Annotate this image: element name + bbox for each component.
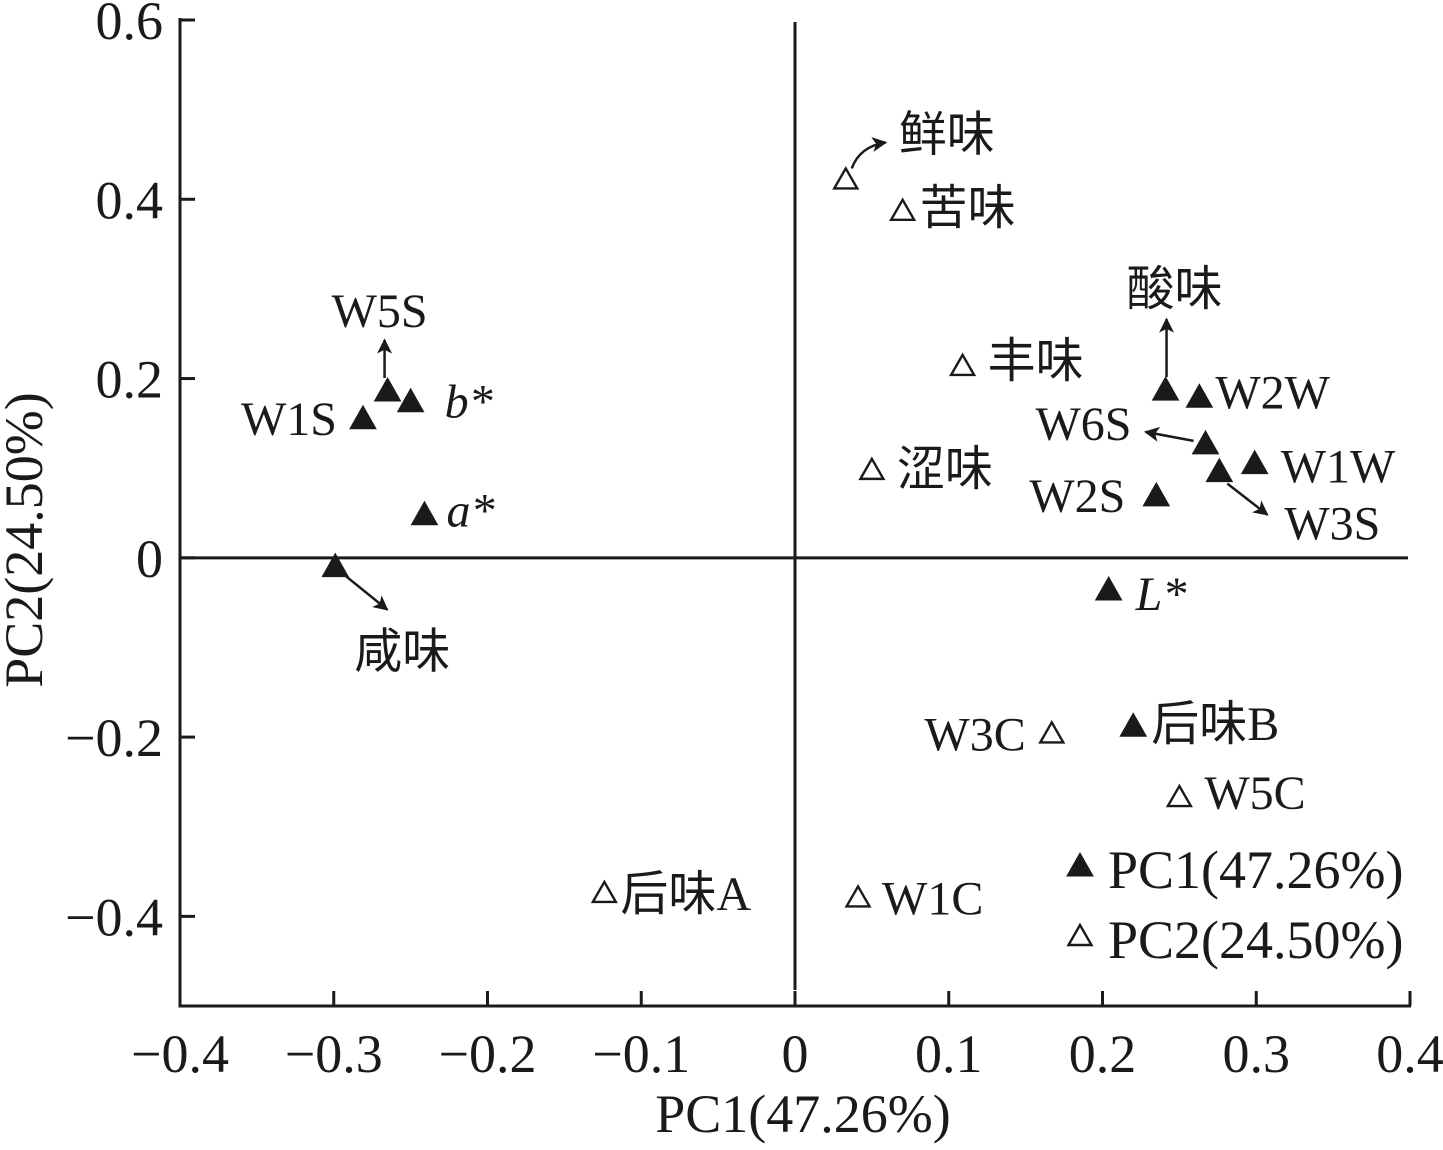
x-tick-label: −0.3 — [285, 1024, 383, 1084]
point-label: 涩味 — [897, 443, 993, 496]
point-label: 酸味 — [1127, 263, 1223, 316]
point-label: W3S — [1284, 498, 1380, 551]
scatter-point-filled — [396, 387, 425, 413]
scatter-point-open — [832, 166, 860, 190]
axis-tick-labels: −0.4 −0.3 −0.2 −0.1 0 0.1 0.2 0.3 0.4 0.6 0.4 0.2 0 −… — [65, 0, 1443, 1084]
legend-symbol — [1066, 922, 1094, 947]
scatter-point-filled — [321, 552, 350, 578]
legend-label: PC1(47.26%) — [1108, 840, 1404, 900]
y-tick-label: 0 — [136, 529, 163, 589]
x-tick-label: −0.2 — [439, 1024, 537, 1084]
scatter-point-open — [949, 352, 977, 377]
x-axis-label: PC1(47.26%) — [655, 1084, 951, 1144]
point-label: W1C — [882, 872, 983, 925]
point-label: 丰味 — [988, 335, 1084, 388]
y-tick-label: −0.4 — [65, 887, 163, 947]
leader-arrow — [1144, 426, 1194, 443]
scatter-point-open — [844, 884, 872, 908]
point-label: 苦味 — [920, 182, 1016, 235]
point-label: W2S — [1029, 470, 1125, 523]
scatter-point-filled — [1151, 376, 1180, 401]
scatter-point-filled — [349, 404, 377, 430]
scatter-point-filled — [1119, 712, 1148, 737]
zero-reference-lines — [180, 22, 1408, 990]
point-label: W6S — [1036, 398, 1132, 451]
point-label: b* — [445, 376, 493, 429]
leader-arrow — [344, 574, 389, 611]
scatter-point-filled — [1240, 449, 1269, 475]
scatter-point-open — [1038, 719, 1066, 744]
point-label: 鲜味 — [899, 108, 995, 161]
point-label: W1S — [241, 393, 337, 446]
y-tick-label: −0.2 — [65, 708, 163, 768]
scatter-point-filled — [1094, 575, 1123, 601]
x-tick-label: 0 — [782, 1024, 809, 1084]
point-label: W3C — [924, 708, 1025, 761]
scatter-point-filled — [1205, 457, 1234, 483]
label-leader-arrows — [344, 137, 1269, 611]
scatter-point-filled — [1142, 481, 1171, 507]
y-axis-label: PC2(24.50%) — [0, 392, 54, 688]
legend: PC1(47.26%) PC2(24.50%) — [1066, 840, 1404, 970]
point-label: 后味A — [620, 868, 751, 921]
legend-symbol — [1066, 851, 1094, 877]
x-tick-label: −0.1 — [592, 1024, 690, 1084]
scatter-point-filled — [1185, 383, 1214, 408]
y-tick-label: 0.6 — [96, 0, 164, 51]
x-tick-label: −0.4 — [131, 1024, 229, 1084]
y-tick-label: 0.4 — [96, 170, 164, 230]
point-label: L* — [1135, 568, 1187, 621]
scatter-point-filled — [410, 500, 439, 526]
x-tick-label: 0.3 — [1223, 1024, 1291, 1084]
point-label: a* — [446, 485, 494, 538]
scatter-point-open — [889, 197, 917, 222]
x-tick-label: 0.1 — [915, 1024, 983, 1084]
point-label: W5S — [332, 285, 428, 338]
leader-arrow — [1226, 482, 1269, 516]
point-label: 咸味 — [354, 626, 450, 679]
scatter-point-filled — [1191, 429, 1220, 455]
x-tick-label: 0.2 — [1069, 1024, 1137, 1084]
axis-ticks — [178, 18, 1412, 1006]
scatter-point-filled — [373, 376, 402, 402]
point-label: W1W — [1281, 441, 1396, 494]
point-label: 后味B — [1151, 698, 1279, 751]
x-tick-label: 0.4 — [1376, 1024, 1443, 1084]
scatter-point-open — [1165, 783, 1193, 808]
scatter-points — [321, 166, 1269, 908]
point-label: W5C — [1204, 767, 1305, 820]
legend-label: PC2(24.50%) — [1108, 910, 1404, 970]
y-tick-label: 0.2 — [96, 350, 164, 410]
point-label: W2W — [1215, 366, 1330, 419]
leader-arrow — [850, 137, 888, 169]
scatter-point-open — [590, 879, 618, 904]
scatter-point-open — [858, 456, 886, 481]
